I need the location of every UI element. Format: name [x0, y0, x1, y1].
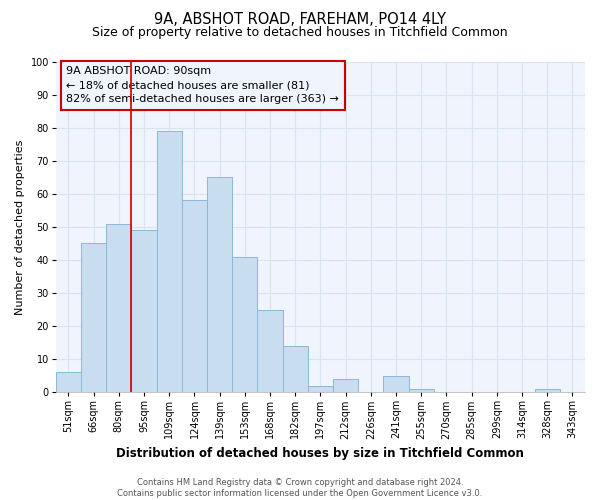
Bar [535, 389, 560, 392]
Bar [409, 389, 434, 392]
Bar [207, 178, 232, 392]
Bar [257, 310, 283, 392]
Text: 9A, ABSHOT ROAD, FAREHAM, PO14 4LY: 9A, ABSHOT ROAD, FAREHAM, PO14 4LY [154, 12, 446, 28]
Bar [283, 346, 308, 392]
Bar [333, 379, 358, 392]
Text: 9A ABSHOT ROAD: 90sqm
← 18% of detached houses are smaller (81)
82% of semi-deta: 9A ABSHOT ROAD: 90sqm ← 18% of detached … [67, 66, 340, 104]
Bar [182, 200, 207, 392]
Bar [106, 224, 131, 392]
Bar [232, 256, 257, 392]
Bar [308, 386, 333, 392]
Text: Size of property relative to detached houses in Titchfield Common: Size of property relative to detached ho… [92, 26, 508, 39]
Y-axis label: Number of detached properties: Number of detached properties [15, 139, 25, 314]
X-axis label: Distribution of detached houses by size in Titchfield Common: Distribution of detached houses by size … [116, 447, 524, 460]
Bar [131, 230, 157, 392]
Bar [383, 376, 409, 392]
Bar [81, 244, 106, 392]
Text: Contains HM Land Registry data © Crown copyright and database right 2024.
Contai: Contains HM Land Registry data © Crown c… [118, 478, 482, 498]
Bar [157, 131, 182, 392]
Bar [56, 372, 81, 392]
